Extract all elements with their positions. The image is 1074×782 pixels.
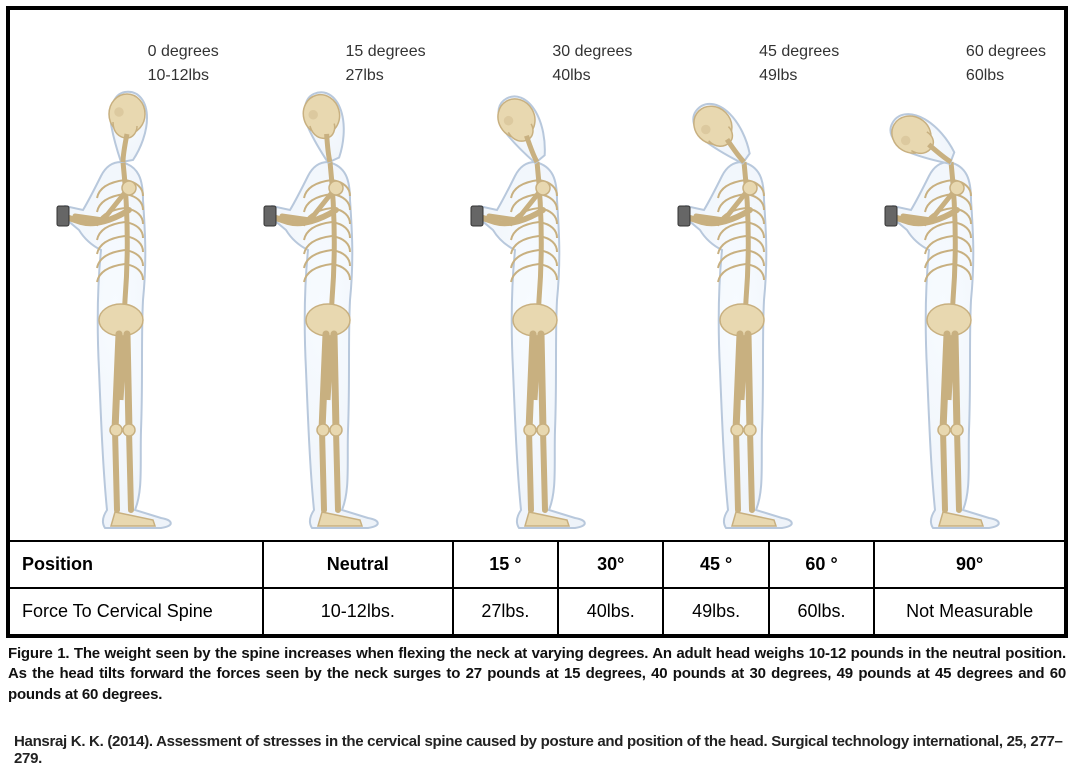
table-data-row: Force To Cervical Spine10-12lbs.27lbs.40… bbox=[10, 588, 1064, 634]
weight-label: 27lbs bbox=[346, 64, 426, 88]
weight-label: 49lbs bbox=[759, 64, 839, 88]
posture-figure: 60 degrees60lbs bbox=[847, 40, 1054, 530]
row-value: 49lbs. bbox=[663, 588, 768, 634]
data-table: PositionNeutral15 °30°45 °60 °90° Force … bbox=[10, 540, 1064, 634]
weight-label: 10-12lbs bbox=[148, 64, 219, 88]
row-label: Force To Cervical Spine bbox=[10, 588, 263, 634]
col-header: 60 ° bbox=[769, 541, 874, 588]
figure-caption: Figure 1. The weight seen by the spine i… bbox=[8, 644, 1066, 705]
degrees-label: 30 degrees bbox=[552, 40, 632, 64]
col-header: 90° bbox=[874, 541, 1064, 588]
col-header-position: Position bbox=[10, 541, 263, 588]
row-value: 60lbs. bbox=[769, 588, 874, 634]
degrees-label: 15 degrees bbox=[346, 40, 426, 64]
row-value: 40lbs. bbox=[558, 588, 663, 634]
col-header: 15 ° bbox=[453, 541, 558, 588]
figure-labels: 45 degrees49lbs bbox=[759, 40, 839, 88]
figure-labels: 0 degrees10-12lbs bbox=[148, 40, 219, 88]
degrees-label: 0 degrees bbox=[148, 40, 219, 64]
posture-figure: 0 degrees10-12lbs bbox=[20, 40, 227, 530]
figure-labels: 30 degrees40lbs bbox=[552, 40, 632, 88]
weight-label: 40lbs bbox=[552, 64, 632, 88]
citation: Hansraj K. K. (2014). Assessment of stre… bbox=[14, 733, 1066, 767]
posture-figure: 15 degrees27lbs bbox=[227, 40, 434, 530]
degrees-label: 45 degrees bbox=[759, 40, 839, 64]
figure-labels: 15 degrees27lbs bbox=[346, 40, 426, 88]
col-header: 45 ° bbox=[663, 541, 768, 588]
weight-label: 60lbs bbox=[966, 64, 1046, 88]
table-header-row: PositionNeutral15 °30°45 °60 °90° bbox=[10, 541, 1064, 588]
row-value: Not Measurable bbox=[874, 588, 1064, 634]
row-value: 27lbs. bbox=[453, 588, 558, 634]
figures-row: 0 degrees10-12lbs bbox=[10, 10, 1064, 540]
figure-box: 0 degrees10-12lbs bbox=[6, 6, 1068, 638]
row-value: 10-12lbs. bbox=[263, 588, 453, 634]
degrees-label: 60 degrees bbox=[966, 40, 1046, 64]
col-header: 30° bbox=[558, 541, 663, 588]
figure-labels: 60 degrees60lbs bbox=[966, 40, 1046, 88]
posture-figure: 45 degrees49lbs bbox=[640, 40, 847, 530]
posture-figure: 30 degrees40lbs bbox=[434, 40, 641, 530]
col-header: Neutral bbox=[263, 541, 453, 588]
